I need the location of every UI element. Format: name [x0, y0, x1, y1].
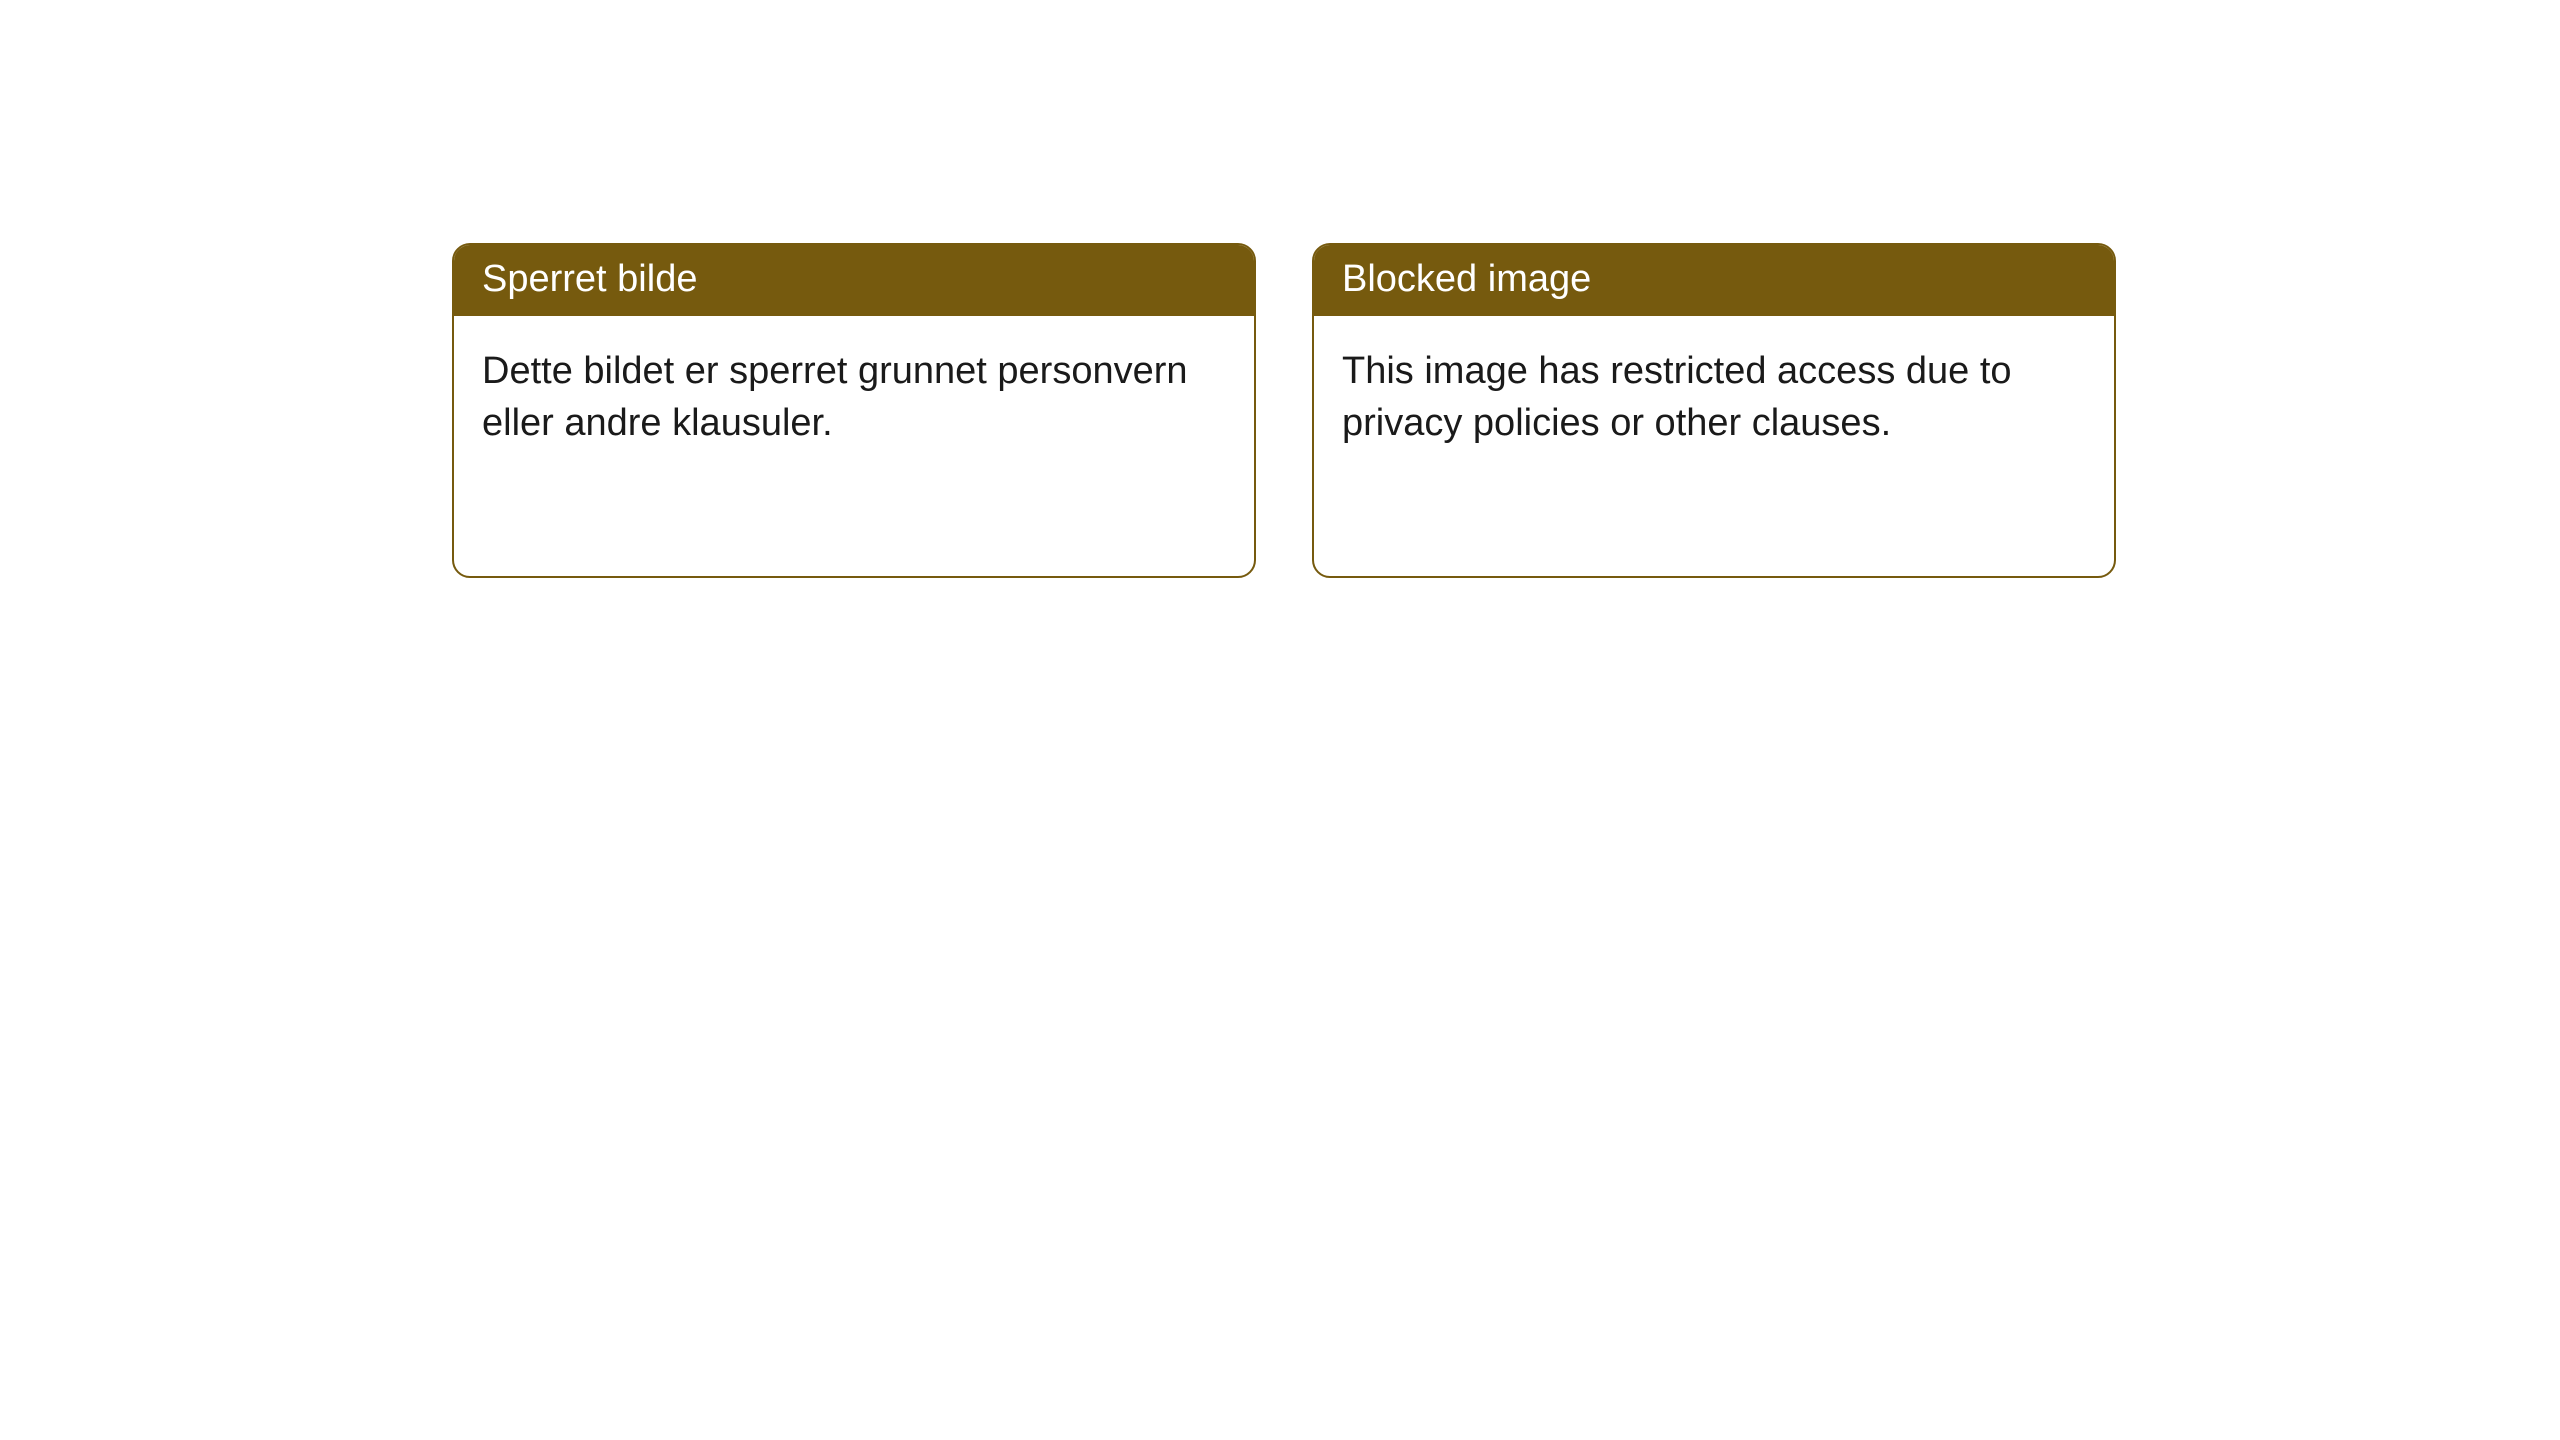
card-body-english: This image has restricted access due to …: [1314, 316, 2114, 479]
notice-card-norwegian: Sperret bilde Dette bildet er sperret gr…: [452, 243, 1256, 578]
card-header-english: Blocked image: [1314, 245, 2114, 316]
notice-cards-row: Sperret bilde Dette bildet er sperret gr…: [452, 243, 2116, 578]
notice-card-english: Blocked image This image has restricted …: [1312, 243, 2116, 578]
card-header-norwegian: Sperret bilde: [454, 245, 1254, 316]
card-body-norwegian: Dette bildet er sperret grunnet personve…: [454, 316, 1254, 479]
